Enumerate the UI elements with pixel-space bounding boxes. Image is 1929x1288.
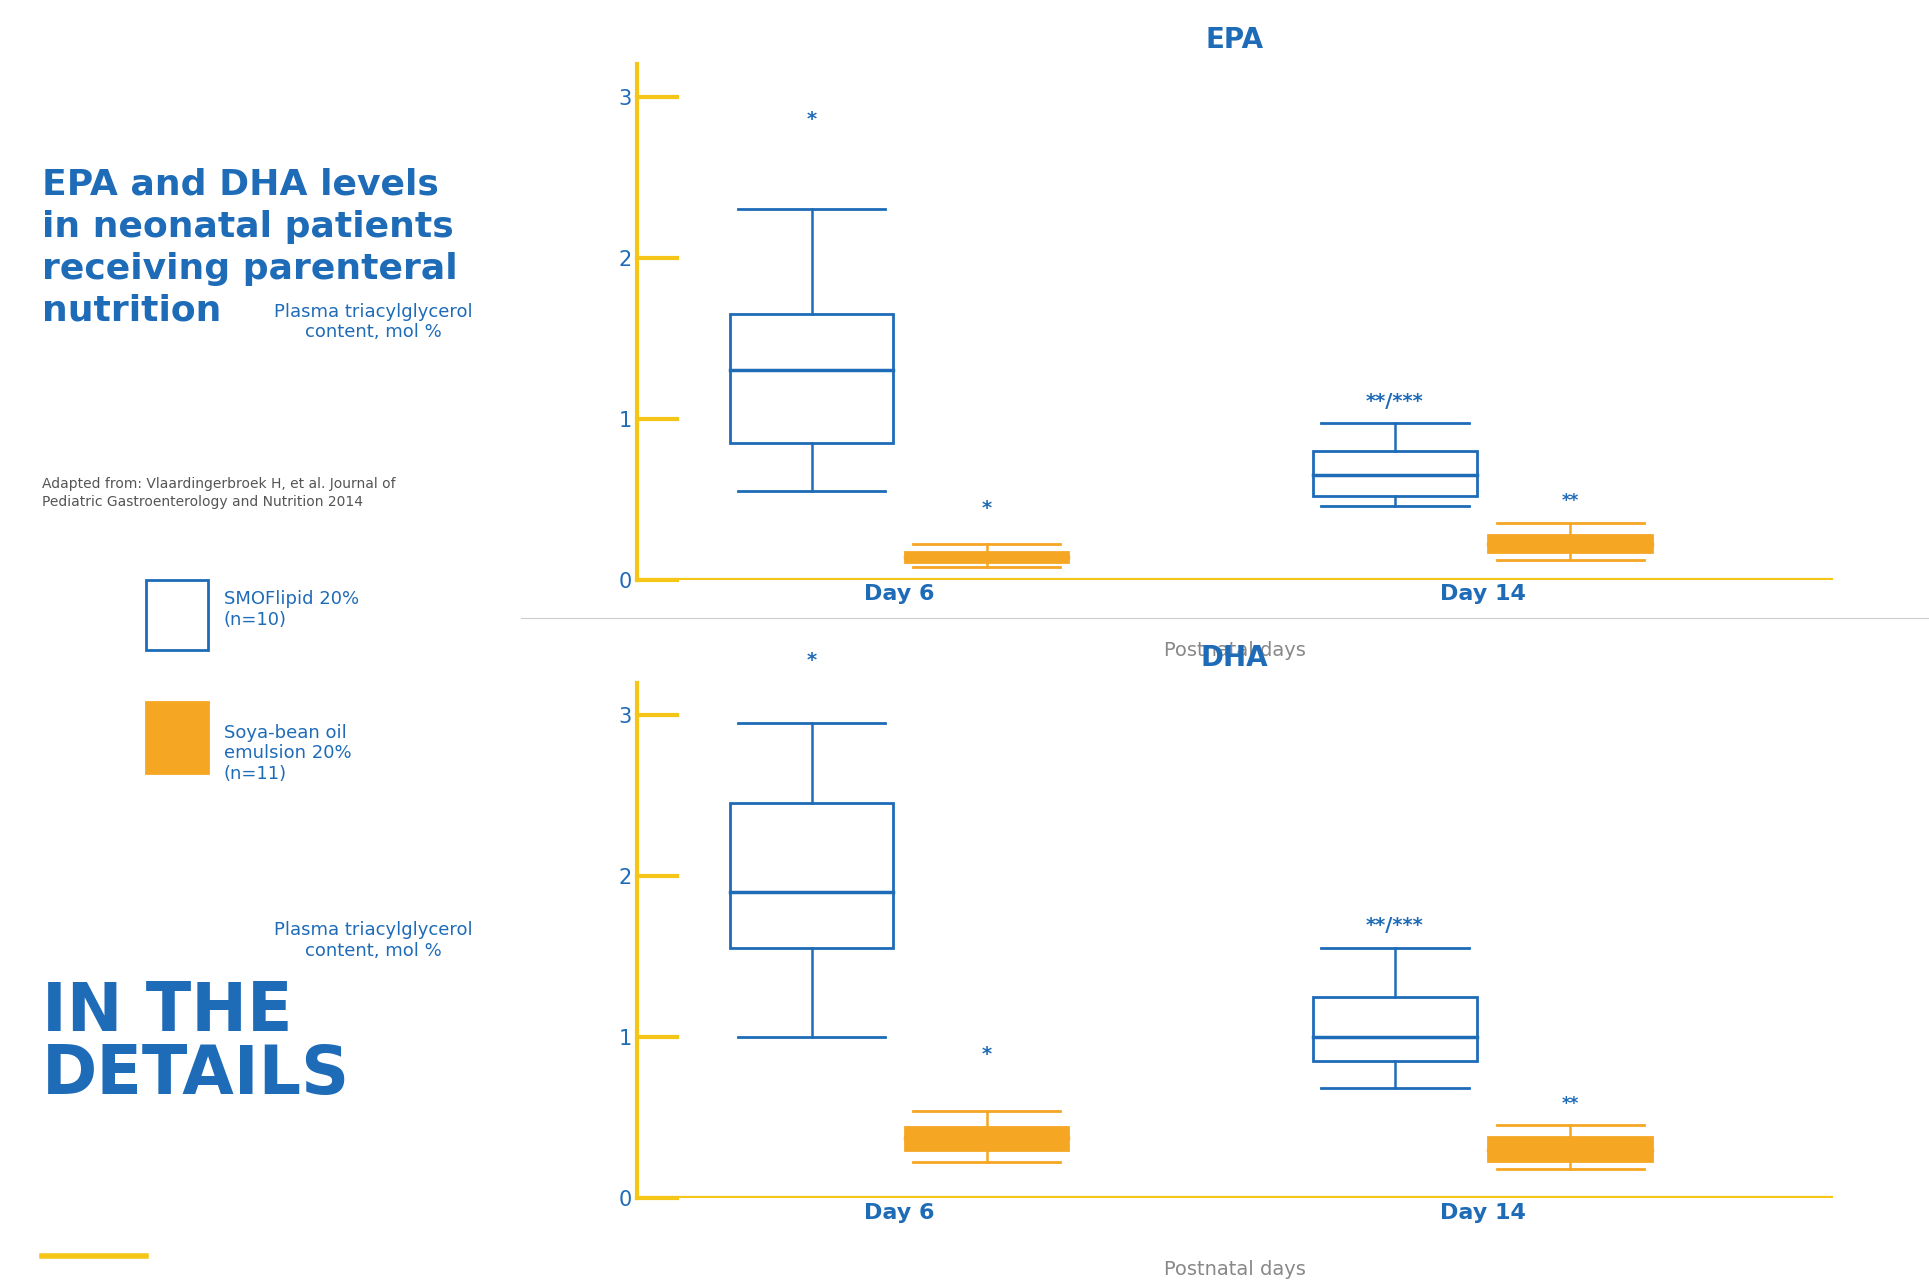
Text: *: * bbox=[982, 1045, 992, 1064]
Text: *: * bbox=[982, 500, 992, 518]
Bar bbox=[1489, 1137, 1651, 1160]
Text: *: * bbox=[806, 650, 816, 670]
Text: Soya-bean oil
emulsion 20%
(n=11): Soya-bean oil emulsion 20% (n=11) bbox=[224, 724, 351, 783]
Text: *: * bbox=[806, 109, 816, 129]
Bar bbox=[729, 804, 893, 948]
FancyBboxPatch shape bbox=[147, 702, 208, 773]
Text: EPA and DHA levels
in neonatal patients
receiving parenteral
nutrition: EPA and DHA levels in neonatal patients … bbox=[42, 167, 457, 327]
Text: Postnatal days: Postnatal days bbox=[1163, 1260, 1306, 1279]
Text: **/***: **/*** bbox=[1366, 392, 1424, 411]
Bar bbox=[1314, 451, 1478, 496]
Text: IN THE
DETAILS: IN THE DETAILS bbox=[42, 979, 349, 1108]
Text: Adapted from: Vlaardingerbroek H, et al. Journal of
Pediatric Gastroenterology a: Adapted from: Vlaardingerbroek H, et al.… bbox=[42, 477, 395, 509]
Text: SMOFlipid 20%
(n=10): SMOFlipid 20% (n=10) bbox=[224, 590, 359, 629]
Bar bbox=[1314, 997, 1478, 1061]
Text: **/***: **/*** bbox=[1366, 916, 1424, 935]
Bar bbox=[729, 314, 893, 443]
Bar bbox=[1489, 535, 1651, 553]
Bar bbox=[905, 553, 1069, 562]
Text: Plasma triacylglycerol
content, mol %: Plasma triacylglycerol content, mol % bbox=[274, 921, 473, 960]
Title: DHA: DHA bbox=[1200, 644, 1269, 672]
Bar bbox=[905, 1127, 1069, 1149]
Text: Plasma triacylglycerol
content, mol %: Plasma triacylglycerol content, mol % bbox=[274, 303, 473, 341]
FancyBboxPatch shape bbox=[147, 580, 208, 650]
Title: EPA: EPA bbox=[1206, 26, 1263, 54]
Text: Postnatal days: Postnatal days bbox=[1163, 641, 1306, 661]
Text: **: ** bbox=[1561, 492, 1578, 510]
Text: **: ** bbox=[1561, 1095, 1578, 1113]
